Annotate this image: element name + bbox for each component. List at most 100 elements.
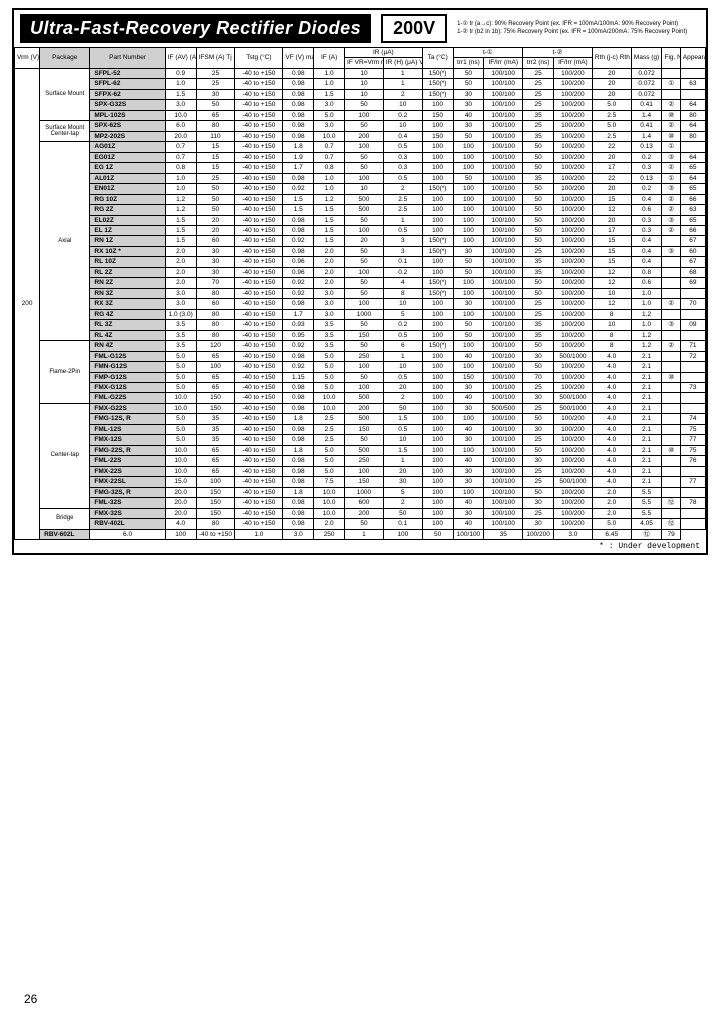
data-cell [680,393,705,403]
data-cell [662,68,680,78]
data-cell: 100/100 [484,205,523,215]
data-cell: 40 [453,424,484,434]
data-cell: ② [662,100,680,110]
data-cell: 100 [196,362,235,372]
data-cell: 50 [453,267,484,277]
data-cell: 69 [680,278,705,288]
partnumber-cell: EG01Z [90,152,165,162]
data-cell [680,142,705,152]
data-cell: 150 [196,498,235,508]
data-cell: -40 to +150 [235,498,283,508]
data-cell: 1.0 [314,184,345,194]
data-cell: 50 [523,142,554,152]
partnumber-cell: RG 10Z [90,194,165,204]
data-cell: 50 [345,372,384,382]
data-cell: 150 [345,330,384,340]
table-row: RL 10Z2.030-40 to +1500.962.0500.1100501… [15,257,706,267]
data-cell: 50 [345,341,384,351]
data-cell: 100/100 [484,508,523,518]
data-cell: 100 [453,487,484,497]
data-cell: 60 [680,246,705,256]
data-cell: 67 [680,236,705,246]
data-cell: 150 [196,487,235,497]
data-cell: 1 [345,529,384,539]
data-cell: 0.072 [631,89,662,99]
data-cell: 50 [453,131,484,141]
data-cell: 100/100 [484,362,523,372]
data-cell: 50 [523,194,554,204]
data-cell: 5.0 [165,414,196,424]
data-cell: 20 [592,152,631,162]
data-cell: 20 [383,466,422,476]
data-cell: 12 [592,267,631,277]
data-cell: -40 to +150 [235,519,283,529]
data-cell: 1 [383,456,422,466]
data-cell: 5.0 [165,383,196,393]
data-cell [680,519,705,529]
data-cell: 80 [196,309,235,319]
data-cell: 100 [422,257,453,267]
data-cell: 25 [523,309,554,319]
data-cell: 0.98 [283,403,314,413]
data-cell: 25 [523,299,554,309]
data-cell [680,68,705,78]
data-cell: 2.1 [631,393,662,403]
data-cell: 0.3 [631,225,662,235]
data-cell: 25 [523,100,554,110]
data-cell [662,466,680,476]
data-cell: 1000 [345,487,384,497]
data-cell: 100 [422,403,453,413]
data-cell: 30 [453,477,484,487]
data-cell: 100/100 [484,445,523,455]
data-cell: 70 [523,372,554,382]
data-cell: 100/100 [484,131,523,141]
data-cell: ① [662,142,680,152]
hdr-doc: Appearance Dimensions [680,48,705,69]
hdr-partnumber: Part Number [90,48,165,69]
partnumber-cell: EL02Z [90,215,165,225]
hdr-fig: Fig. No. [662,48,680,69]
data-cell: 1.0 [314,173,345,183]
data-cell: 5.0 [314,362,345,372]
data-cell: ⑩ [662,372,680,382]
data-cell: 2.1 [631,445,662,455]
data-cell: 15 [592,236,631,246]
data-cell: 25 [523,89,554,99]
data-cell: 100 [422,372,453,382]
data-cell: 100 [422,330,453,340]
data-cell: 20 [196,225,235,235]
data-cell: 100 [422,163,453,173]
data-cell: 150(*) [422,89,453,99]
data-cell: 73 [680,383,705,393]
data-cell: 79 [662,529,680,539]
data-cell: 64 [680,152,705,162]
table-row: RG 2Z1.250-40 to +1501.51.55002.51001001… [15,205,706,215]
data-cell: 0.7 [314,152,345,162]
data-cell: -40 to +150 [235,330,283,340]
table-row: AL01Z1.025-40 to +1500.981.01000.5100501… [15,173,706,183]
data-cell: 1.2 [631,341,662,351]
data-cell: 17 [592,225,631,235]
data-cell: 100/100 [484,372,523,382]
hdr-trr2: trr2 (ns) [523,58,554,68]
data-cell: 76 [680,456,705,466]
data-cell: 2.0 [165,278,196,288]
data-cell: 100 [453,362,484,372]
data-cell: -40 to +150 [235,142,283,152]
data-cell: 0.98 [283,351,314,361]
data-cell: 100 [453,225,484,235]
data-cell: 100/200 [554,309,593,319]
data-cell: 0.98 [283,131,314,141]
data-cell: 25 [523,466,554,476]
data-cell [662,424,680,434]
data-cell: 100/100 [484,341,523,351]
hdr-ir-h: IR (H) (μA) VR=Vrm max [383,58,422,68]
partnumber-cell: FMX-G12S [90,383,165,393]
data-cell: 20.0 [165,131,196,141]
data-cell: 15 [592,257,631,267]
data-cell: 50 [345,215,384,225]
data-cell: 60 [196,236,235,246]
data-cell: 1.2 [165,194,196,204]
data-cell: 100 [345,466,384,476]
data-cell: 100 [345,110,384,120]
